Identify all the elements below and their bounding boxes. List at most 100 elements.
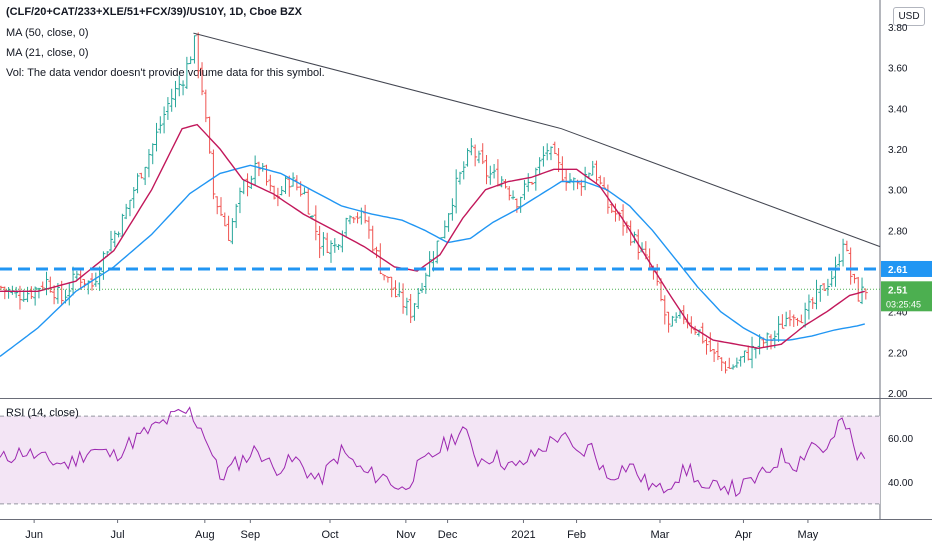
ohlc-bar [503, 179, 508, 189]
ohlc-bar [727, 357, 732, 369]
ohlc-bar [526, 173, 531, 192]
time-tick-label: Dec [438, 529, 458, 541]
ohlc-bar [423, 272, 428, 294]
ohlc-bar [120, 213, 125, 237]
ohlc-bar [787, 310, 792, 327]
ohlc-bar [143, 166, 148, 186]
rsi-pane: 40.00 60.00 [0, 406, 913, 505]
ohlc-bar [769, 334, 773, 350]
ohlc-bar [499, 176, 504, 188]
ohlc-bar [465, 148, 470, 167]
ohlc-bar [29, 286, 34, 300]
price-tick-label: 2.20 [888, 348, 908, 359]
time-tick-label: Oct [321, 529, 338, 541]
ohlc-bar [814, 279, 819, 310]
ohlc-bar [473, 144, 478, 167]
ohlc-bar [203, 89, 208, 123]
ohlc-bar [822, 283, 827, 291]
ohlc-bar [17, 285, 22, 310]
ohlc-bar [518, 196, 523, 213]
ohlc-bar [852, 273, 857, 284]
ohlc-bar [200, 62, 205, 96]
price-tick-label: 2.40 [888, 308, 908, 319]
ohlc-bar [590, 160, 595, 176]
ohlc-bar [731, 364, 736, 370]
ohlc-bar [742, 350, 747, 363]
ohlc-bar [184, 56, 189, 89]
ohlc-bar [154, 122, 159, 152]
ohlc-bar [435, 240, 440, 264]
ohlc-bar [602, 177, 607, 189]
ohlc-bar [810, 297, 815, 309]
ohlc-bar [256, 161, 261, 177]
ohlc-bar [74, 270, 79, 281]
ohlc-bar [44, 271, 49, 296]
ma50-line [0, 164, 865, 357]
ohlc-bar [2, 286, 7, 300]
ohlc-bar [127, 199, 132, 217]
ohlc-bar [404, 297, 409, 316]
ohlc-bar [715, 342, 720, 361]
ohlc-bar [165, 97, 170, 120]
ohlc-bar [511, 190, 516, 200]
ohlc-bar [0, 285, 3, 290]
ohlc-bar [382, 274, 387, 281]
price-pane: 2.002.202.402.602.803.003.203.403.603.80… [0, 0, 932, 519]
ma21-legend[interactable]: MA (21, close, 0) [6, 47, 89, 59]
ohlc-bar [78, 267, 83, 290]
rsi-tick-label: 60.00 [888, 434, 913, 445]
ohlc-bar [355, 212, 360, 224]
ohlc-bar [109, 230, 113, 252]
ohlc-bar [332, 238, 337, 253]
ohlc-bar [495, 159, 500, 187]
rsi-legend[interactable]: RSI (14, close) [6, 407, 79, 419]
ohlc-bar [780, 314, 785, 329]
ohlc-bar [507, 186, 512, 201]
price-tick-label: 3.80 [888, 23, 908, 34]
time-tick-label: 2021 [511, 529, 535, 541]
svg-text:2.51: 2.51 [888, 285, 908, 296]
ohlc-bar [564, 169, 569, 191]
ohlc-bar [734, 357, 739, 368]
ohlc-bar [211, 149, 216, 200]
ohlc-bar [844, 240, 849, 252]
ohlc-bar [67, 282, 72, 306]
time-tick-label: Mar [651, 529, 670, 541]
ohlc-bar [162, 106, 167, 134]
last-price-label: 2.51 03:25:45 [881, 281, 932, 312]
ohlc-bar [719, 357, 724, 372]
ohlc-bar [97, 266, 102, 291]
ohlc-bar [666, 311, 671, 333]
ohlc-bar [219, 197, 223, 216]
ohlc-bar [833, 256, 838, 287]
pane-separator[interactable] [0, 398, 932, 399]
currency-button[interactable]: USD [893, 7, 925, 26]
time-tick-label: May [798, 529, 819, 541]
ohlc-bar [260, 163, 265, 172]
ohlc-bar [33, 286, 38, 306]
ohlc-bar [385, 276, 390, 283]
ohlc-bar [268, 174, 273, 192]
ohlc-bar [226, 215, 231, 241]
ohlc-bar [158, 116, 163, 134]
rsi-band [0, 416, 880, 504]
symbol-title[interactable]: (CLF/20+CAT/233+XLE/51+FCX/39)/US10Y, 1D… [6, 6, 302, 18]
ohlc-bar [272, 185, 277, 200]
ohlc-bar [552, 141, 557, 155]
ohlc-bar [461, 161, 466, 180]
ohlc-bar [344, 217, 349, 237]
ohlc-bar [287, 175, 292, 197]
ohlc-bar [253, 155, 258, 186]
ohlc-bar [370, 225, 375, 253]
ohlc-bar [249, 175, 254, 189]
ohlc-bar [609, 202, 614, 214]
ohlc-bar [329, 240, 333, 263]
ohlc-bar [541, 146, 546, 167]
ohlc-bar [207, 116, 212, 154]
ohlc-bar [545, 143, 550, 161]
ma50-legend[interactable]: MA (50, close, 0) [6, 27, 89, 39]
ohlc-bar [480, 143, 485, 165]
ohlc-bar [484, 155, 489, 185]
ohlc-bar [188, 56, 193, 65]
